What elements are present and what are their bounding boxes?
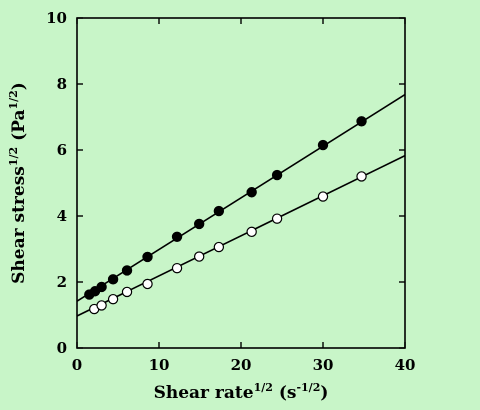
open-data-point xyxy=(356,171,367,182)
open-data-point xyxy=(317,191,329,202)
x-tick-label: 20 xyxy=(231,356,252,374)
filled-data-point xyxy=(271,169,283,181)
y-tick-label: 2 xyxy=(57,273,67,291)
y-tick-label: 10 xyxy=(46,9,67,27)
open-data-point xyxy=(271,213,283,224)
fit-line-series-1 xyxy=(76,93,406,302)
filled-data-point xyxy=(193,218,205,230)
fit-lines xyxy=(76,93,406,317)
open-data-point xyxy=(96,300,107,311)
open-data-point xyxy=(246,226,257,238)
plot-frame xyxy=(76,17,406,349)
filled-data-point xyxy=(107,274,119,285)
y-tick-label: 0 xyxy=(57,339,67,357)
filled-data-point xyxy=(121,265,133,276)
open-data-point xyxy=(142,278,153,290)
x-tick-label: 0 xyxy=(72,356,82,374)
x-axis-title: Shear rate1/2 (s-1/2) xyxy=(154,381,329,403)
y-tick-label: 8 xyxy=(57,75,67,93)
open-data-point xyxy=(107,293,119,305)
filled-data-point xyxy=(171,231,183,242)
x-tick-label: 10 xyxy=(149,356,170,374)
x-tick-label: 40 xyxy=(395,356,416,374)
axis-ticks: 0 10 20 30 40 0 2 4 6 8 10 xyxy=(46,9,415,374)
open-data-point xyxy=(213,241,225,253)
open-data-point xyxy=(193,251,205,262)
filled-data-point xyxy=(246,187,257,198)
data-points xyxy=(84,116,367,315)
y-tick-label: 6 xyxy=(57,141,67,159)
filled-data-point xyxy=(213,205,225,217)
y-axis-title: Shear stress1/2 (Pa1/2) xyxy=(7,82,29,284)
filled-data-point xyxy=(96,281,107,293)
filled-data-point xyxy=(356,116,367,127)
open-data-point xyxy=(121,286,133,298)
y-tick-label: 4 xyxy=(57,207,67,225)
filled-data-point xyxy=(317,139,329,151)
open-data-point xyxy=(171,262,183,274)
filled-data-point xyxy=(142,251,153,263)
fit-line-series-2 xyxy=(76,154,406,317)
x-tick-label: 30 xyxy=(313,356,334,374)
